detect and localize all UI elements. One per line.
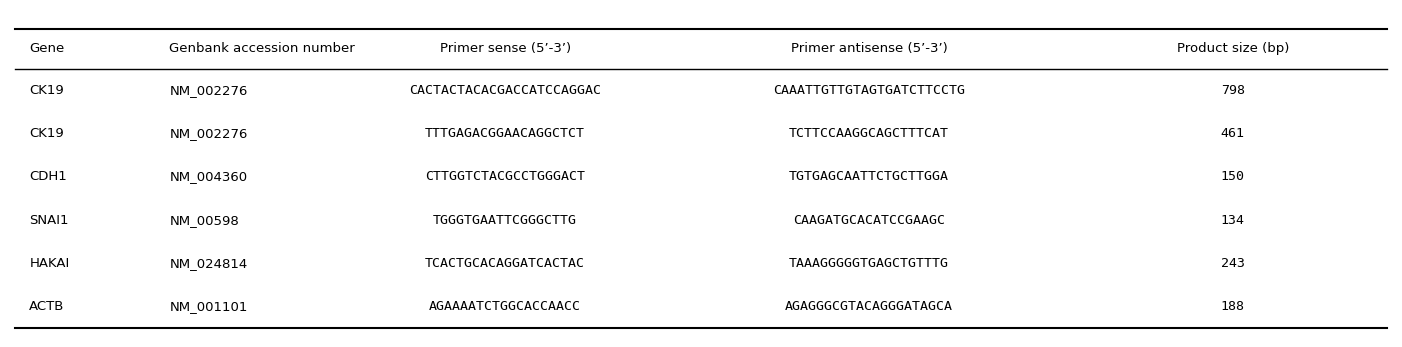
Text: NM_00598: NM_00598: [170, 214, 240, 227]
Text: CACTACTACACGACCATCCAGGAC: CACTACTACACGACCATCCAGGAC: [409, 84, 601, 97]
Text: 150: 150: [1221, 170, 1245, 184]
Text: Genbank accession number: Genbank accession number: [170, 42, 355, 56]
Text: 188: 188: [1221, 300, 1245, 313]
Text: NM_002276: NM_002276: [170, 127, 248, 140]
Text: NM_002276: NM_002276: [170, 84, 248, 97]
Text: 798: 798: [1221, 84, 1245, 97]
Text: 461: 461: [1221, 127, 1245, 140]
Text: AGAGGGCGTACAGGGATAGCA: AGAGGGCGTACAGGGATAGCA: [785, 300, 953, 313]
Text: TTTGAGACGGAACAGGCTCT: TTTGAGACGGAACAGGCTCT: [425, 127, 585, 140]
Text: HAKAI: HAKAI: [29, 257, 70, 270]
Text: AGAAAATCTGGCACCAACC: AGAAAATCTGGCACCAACC: [429, 300, 580, 313]
Text: NM_004360: NM_004360: [170, 170, 247, 184]
Text: 243: 243: [1221, 257, 1245, 270]
Text: CAAGATGCACATCCGAAGC: CAAGATGCACATCCGAAGC: [794, 214, 945, 227]
Text: CK19: CK19: [29, 127, 64, 140]
Text: TGGGTGAATTCGGGCTTG: TGGGTGAATTCGGGCTTG: [433, 214, 578, 227]
Text: NM_001101: NM_001101: [170, 300, 248, 313]
Text: Gene: Gene: [29, 42, 64, 56]
Text: Product size (bp): Product size (bp): [1176, 42, 1288, 56]
Text: TCACTGCACAGGATCACTAC: TCACTGCACAGGATCACTAC: [425, 257, 585, 270]
Text: CAAATTGTTGTAGTGATCTTCCTG: CAAATTGTTGTAGTGATCTTCCTG: [773, 84, 965, 97]
Text: CK19: CK19: [29, 84, 64, 97]
Text: Primer antisense (5’-3’): Primer antisense (5’-3’): [791, 42, 948, 56]
Text: CTTGGTCTACGCCTGGGACT: CTTGGTCTACGCCTGGGACT: [425, 170, 585, 184]
Text: CDH1: CDH1: [29, 170, 67, 184]
Text: 134: 134: [1221, 214, 1245, 227]
Text: ACTB: ACTB: [29, 300, 64, 313]
Text: TAAAGGGGGTGAGCTGTTTG: TAAAGGGGGTGAGCTGTTTG: [789, 257, 949, 270]
Text: Primer sense (5’-3’): Primer sense (5’-3’): [440, 42, 571, 56]
Text: TCTTCCAAGGCAGCTTTCAT: TCTTCCAAGGCAGCTTTCAT: [789, 127, 949, 140]
Text: TGTGAGCAATTCTGCTTGGA: TGTGAGCAATTCTGCTTGGA: [789, 170, 949, 184]
Text: NM_024814: NM_024814: [170, 257, 248, 270]
Text: SNAI1: SNAI1: [29, 214, 69, 227]
